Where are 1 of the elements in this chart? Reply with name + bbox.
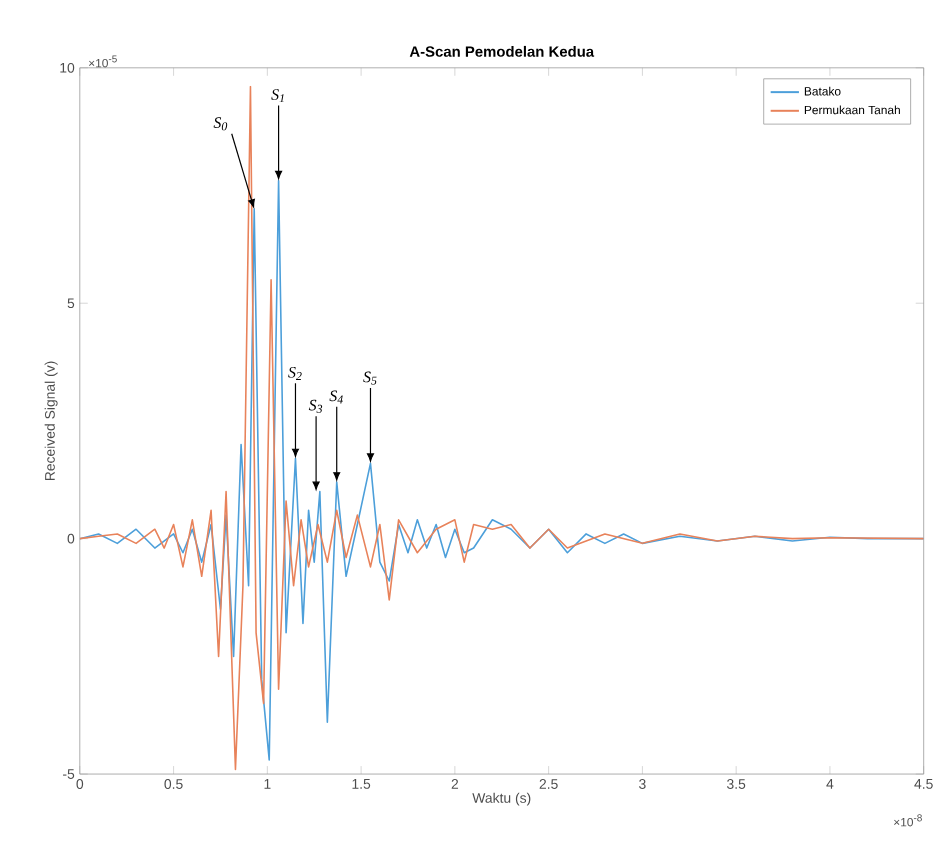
line-series [79, 85, 924, 771]
